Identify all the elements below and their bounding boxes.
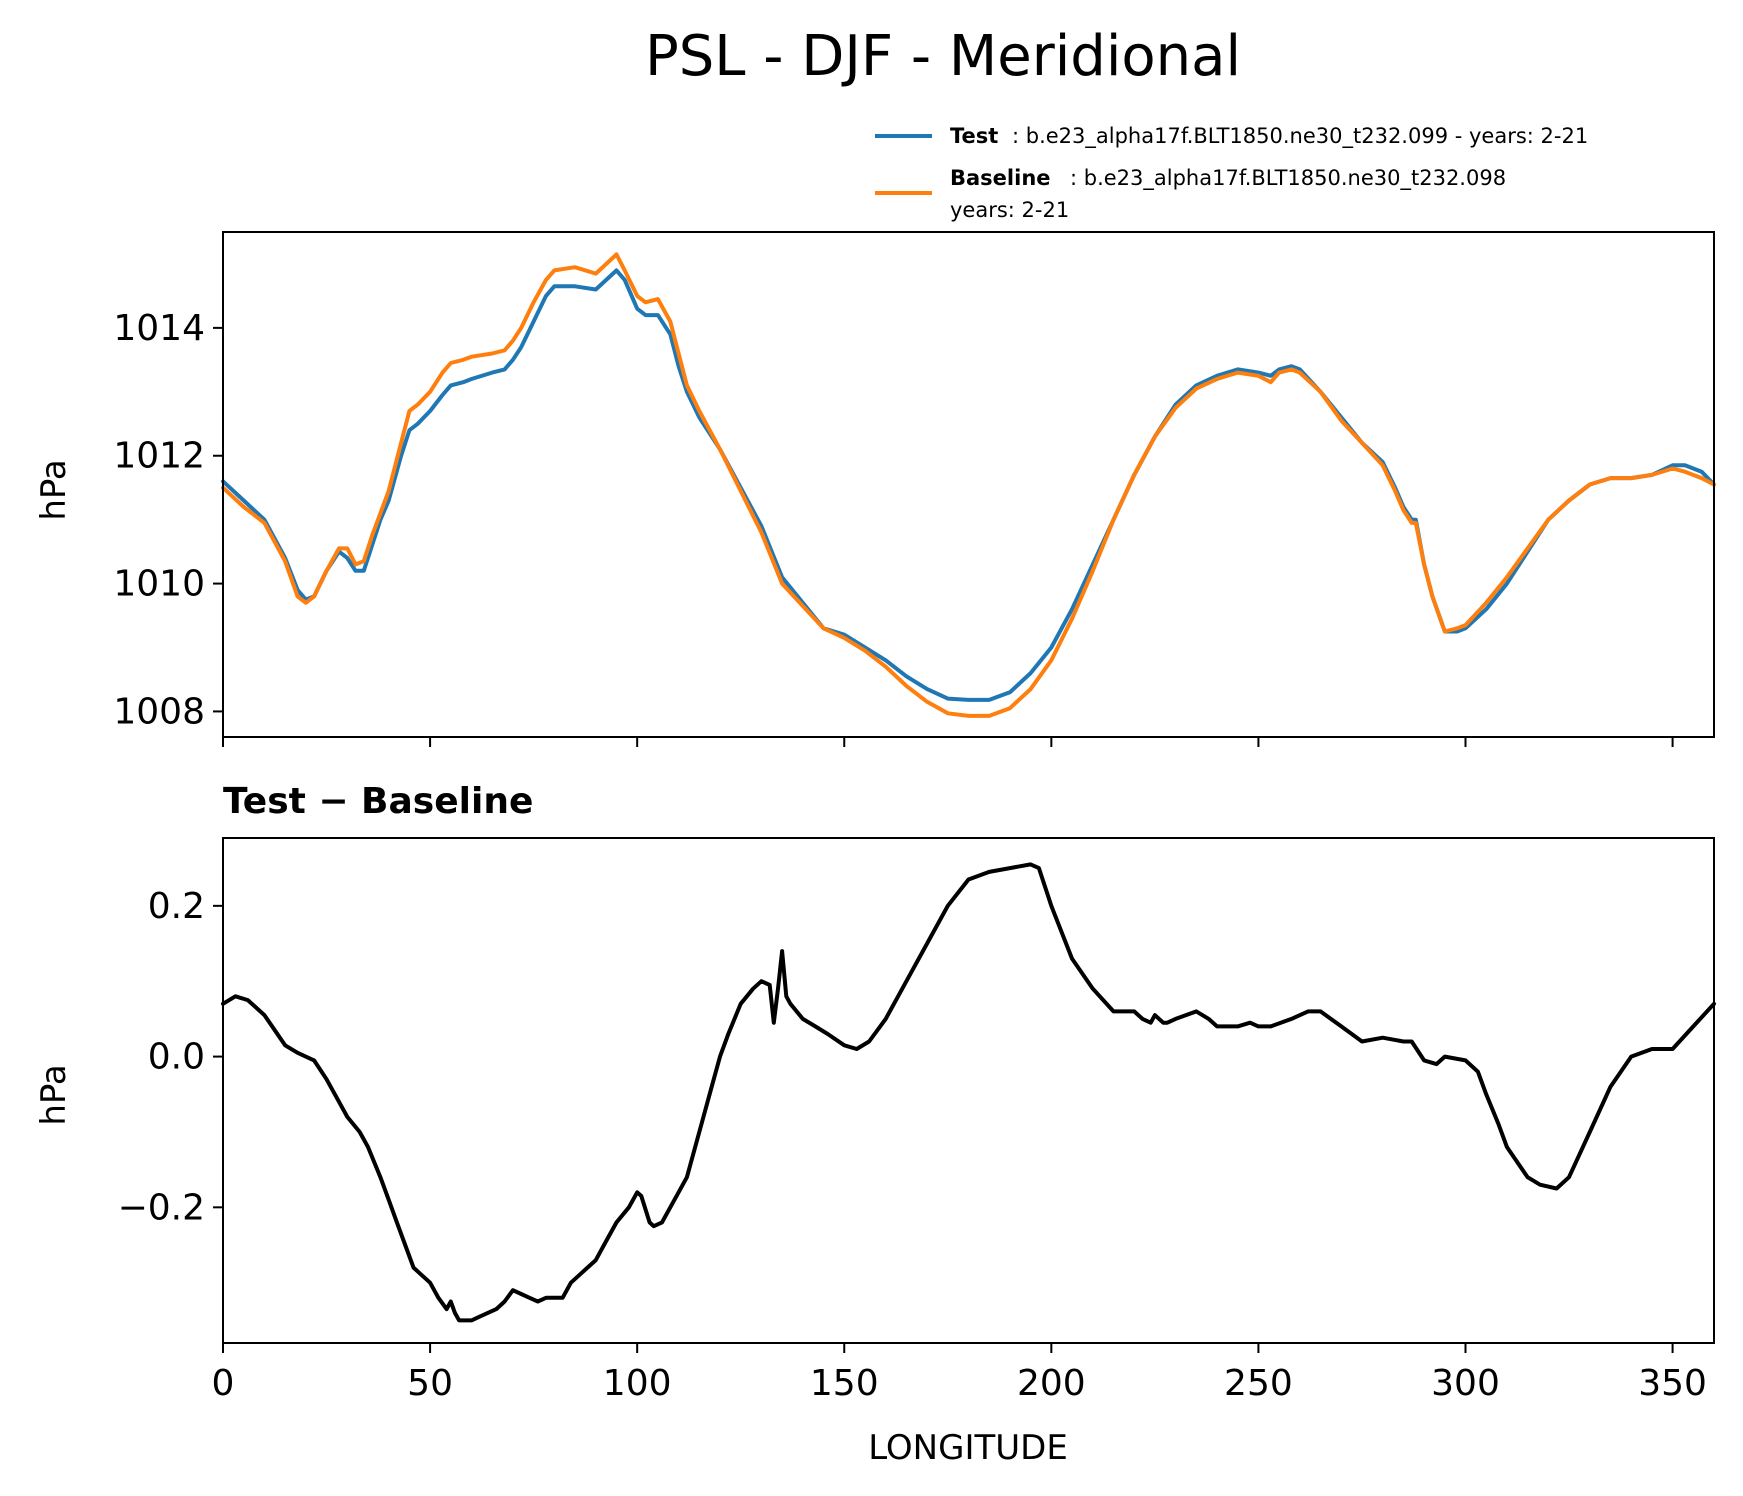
bottom-xtick-label: 250	[1224, 1363, 1293, 1404]
legend-baseline-text-line2: years: 2-21	[950, 198, 1069, 222]
top-ytick-label: 1014	[113, 308, 205, 349]
bottom-ytick-label: −0.2	[118, 1187, 205, 1228]
top-ylabel: hPa	[34, 459, 74, 520]
legend: Test : b.e23_alpha17f.BLT1850.ne30_t232.…	[875, 124, 1588, 222]
legend-baseline-label: Baseline	[950, 166, 1051, 190]
x-axis-label: LONGITUDE	[868, 1428, 1068, 1468]
top-panel: hPa 1008 1010 1012 1014	[34, 231, 1716, 747]
bottom-xtick-label: 100	[603, 1363, 672, 1404]
bottom-xtick-label: 350	[1638, 1363, 1707, 1404]
bottom-xtick-label: 200	[1017, 1363, 1086, 1404]
bottom-xtick-label: 300	[1431, 1363, 1500, 1404]
series-line-test-baseline	[221, 862, 1716, 1323]
bottom-ytick-label: 0.2	[148, 886, 205, 927]
series-line-baseline	[221, 252, 1716, 718]
bottom-series-lines	[221, 862, 1716, 1323]
bottom-ytick-label: 0.0	[148, 1037, 205, 1078]
top-axes-frame	[222, 231, 1715, 738]
bottom-xtick-label: 150	[810, 1363, 879, 1404]
bottom-axes-frame	[222, 837, 1715, 1344]
legend-test-text: : b.e23_alpha17f.BLT1850.ne30_t232.099 -…	[1012, 124, 1588, 149]
bottom-panel: Test − Baseline hPa −0.2 0.0 0.2 0 50 100 150 2…	[34, 781, 1716, 1468]
bottom-axis-ticks: −0.2 0.0 0.2 0 50 100 150 200 250 300 350	[118, 886, 1707, 1404]
legend-test-label: Test	[950, 124, 998, 148]
top-axis-ticks: 1008 1010 1012 1014	[113, 308, 1674, 747]
top-ytick-label: 1008	[113, 691, 205, 732]
top-ytick-label: 1010	[113, 564, 205, 605]
bottom-ylabel: hPa	[34, 1064, 74, 1125]
top-series-lines	[221, 252, 1716, 718]
legend-baseline-text: : b.e23_alpha17f.BLT1850.ne30_t232.098	[1070, 166, 1506, 191]
chart-title: PSL - DJF - Meridional	[645, 24, 1241, 89]
top-ytick-label: 1012	[113, 436, 205, 477]
bottom-xtick-label: 50	[407, 1363, 453, 1404]
series-line-test	[221, 268, 1716, 702]
bottom-subtitle: Test − Baseline	[223, 781, 533, 822]
bottom-xtick-label: 0	[212, 1363, 235, 1404]
